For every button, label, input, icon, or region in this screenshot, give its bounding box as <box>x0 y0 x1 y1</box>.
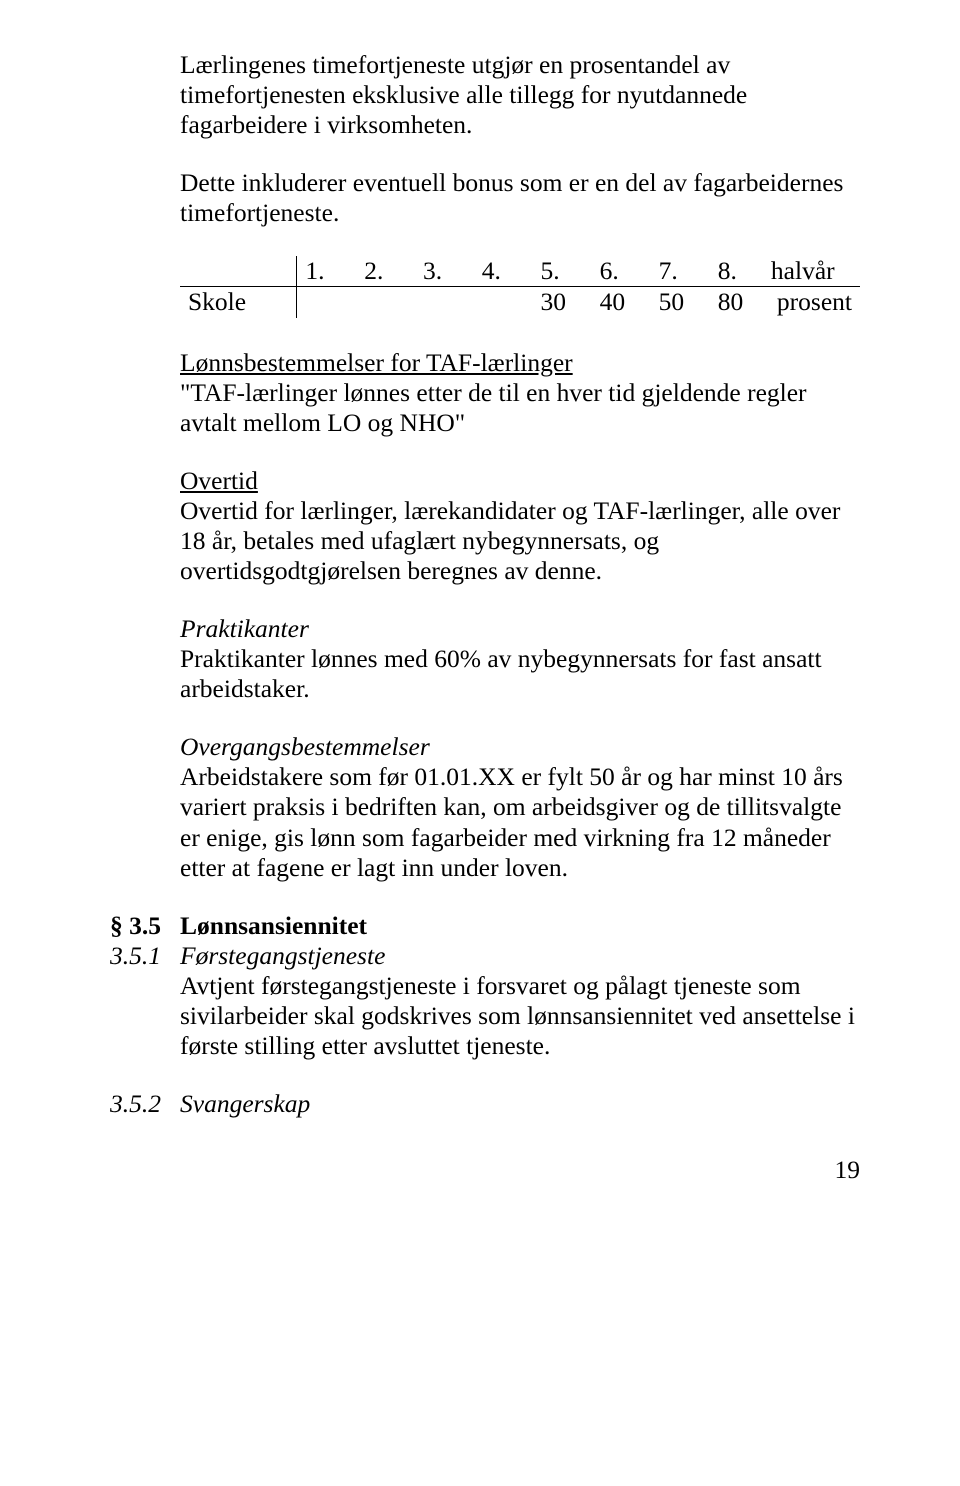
val-80: 80 <box>710 287 769 318</box>
overgang-block: Overgangsbestemmelser Arbeidstakere som … <box>180 732 860 882</box>
page-number: 19 <box>110 1155 860 1185</box>
section-3-5-title: Lønnsansiennitet <box>180 911 367 941</box>
section-3-5-1-text: Avtjent førstegangstjeneste i forsvaret … <box>180 971 860 1061</box>
intro-para-2: Dette inkluderer eventuell bonus som er … <box>180 168 860 228</box>
lonn-heading: Lønnsbestemmelser for TAF-lærlinger <box>180 348 573 377</box>
section-3-5-1-num: 3.5.1 <box>110 941 180 971</box>
praktikanter-block: Praktikanter Praktikanter lønnes med 60%… <box>180 614 860 704</box>
th-5: 5. <box>532 256 591 287</box>
overtid-text: Overtid for lærlinger, lærekandidater og… <box>180 496 840 585</box>
section-3-5-2-title: Svangerskap <box>180 1089 310 1119</box>
th-1: 1. <box>297 256 356 287</box>
intro-para-1: Lærlingenes timefortjeneste utgjør en pr… <box>180 50 860 140</box>
val-30: 30 <box>532 287 591 318</box>
overgang-text: Arbeidstakere som før 01.01.XX er fylt 5… <box>180 762 843 881</box>
th-8: 8. <box>710 256 769 287</box>
val-40: 40 <box>592 287 651 318</box>
th-halvaar: halvår <box>769 256 860 287</box>
overtid-heading: Overtid <box>180 466 258 495</box>
overgang-heading: Overgangsbestemmelser <box>180 732 430 761</box>
row-label: Skole <box>180 287 297 318</box>
th-6: 6. <box>592 256 651 287</box>
th-2: 2. <box>356 256 415 287</box>
th-7: 7. <box>651 256 710 287</box>
section-3-5-1-heading: 3.5.1 Førstegangstjeneste <box>110 941 860 971</box>
praktikanter-heading: Praktikanter <box>180 614 309 643</box>
th-3: 3. <box>415 256 474 287</box>
section-3-5-2-heading: 3.5.2 Svangerskap <box>110 1089 860 1119</box>
section-3-5-2-num: 3.5.2 <box>110 1089 180 1119</box>
praktikanter-text: Praktikanter lønnes med 60% av nybegynne… <box>180 644 822 703</box>
section-3-5-num: § 3.5 <box>110 911 180 941</box>
val-prosent: prosent <box>769 287 860 318</box>
halvaar-table: 1. 2. 3. 4. 5. 6. 7. 8. halvår Skole 30 … <box>180 256 860 317</box>
th-4: 4. <box>474 256 533 287</box>
section-3-5-heading: § 3.5 Lønnsansiennitet <box>110 911 860 941</box>
overtid-block: Overtid Overtid for lærlinger, lærekandi… <box>180 466 860 586</box>
lonn-text: "TAF-lærlinger lønnes etter de til en hv… <box>180 378 807 437</box>
section-3-5-1-title: Førstegangstjeneste <box>180 941 385 971</box>
val-50: 50 <box>651 287 710 318</box>
lonn-block: Lønnsbestemmelser for TAF-lærlinger "TAF… <box>180 348 860 438</box>
